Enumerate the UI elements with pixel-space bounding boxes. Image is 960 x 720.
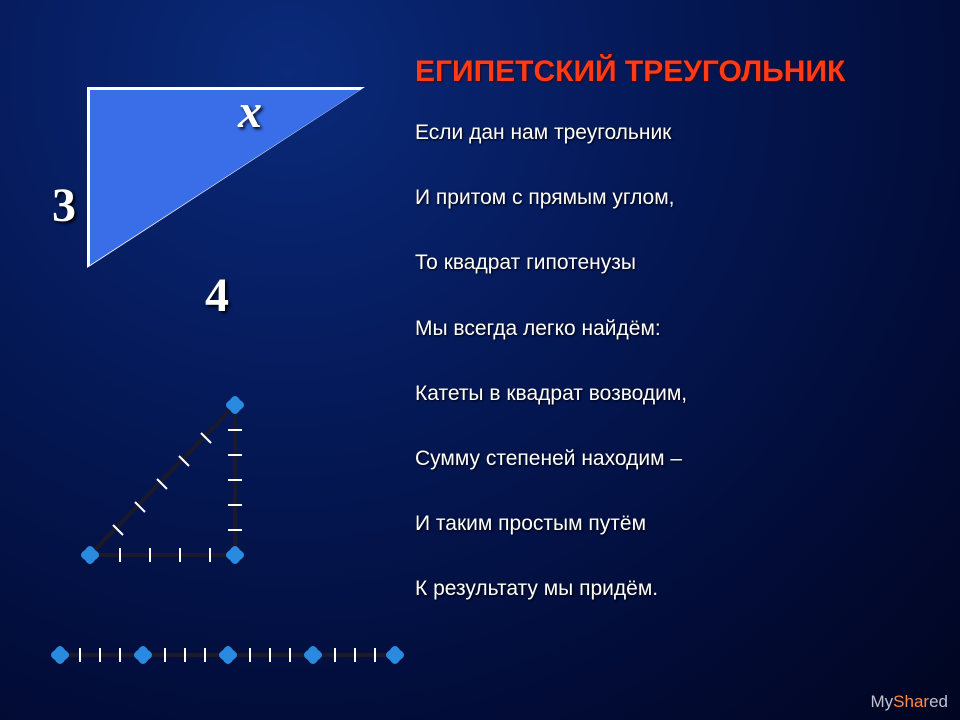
watermark-part: ed [929, 692, 948, 711]
watermark-part: Shar [893, 692, 929, 711]
triangle-fill [90, 90, 360, 265]
rope-line-diagram [50, 625, 410, 685]
rope-triangle-diagram [75, 390, 310, 595]
poem-line: К результату мы придём. [415, 576, 915, 601]
poem-line: И таким простым путём [415, 511, 915, 536]
poem-line: Катеты в квадрат возводим, [415, 381, 915, 406]
poem-line: То квадрат гипотенузы [415, 250, 915, 275]
label-horizontal: 4 [205, 268, 229, 323]
label-vertical: 3 [52, 178, 76, 233]
watermark: MyShared [870, 692, 948, 712]
main-triangle: x 3 4 [50, 60, 390, 320]
poem-line: Сумму степеней находим – [415, 446, 915, 471]
poem: Если дан нам треугольник И притом с прям… [415, 120, 915, 642]
watermark-part: My [870, 692, 893, 711]
heading: ЕГИПЕТСКИЙ ТРЕУГОЛЬНИК [415, 55, 845, 89]
poem-line: Если дан нам треугольник [415, 120, 915, 145]
poem-line: И притом с прямым углом, [415, 185, 915, 210]
label-hypotenuse: x [238, 84, 262, 139]
poem-line: Мы всегда легко найдём: [415, 316, 915, 341]
